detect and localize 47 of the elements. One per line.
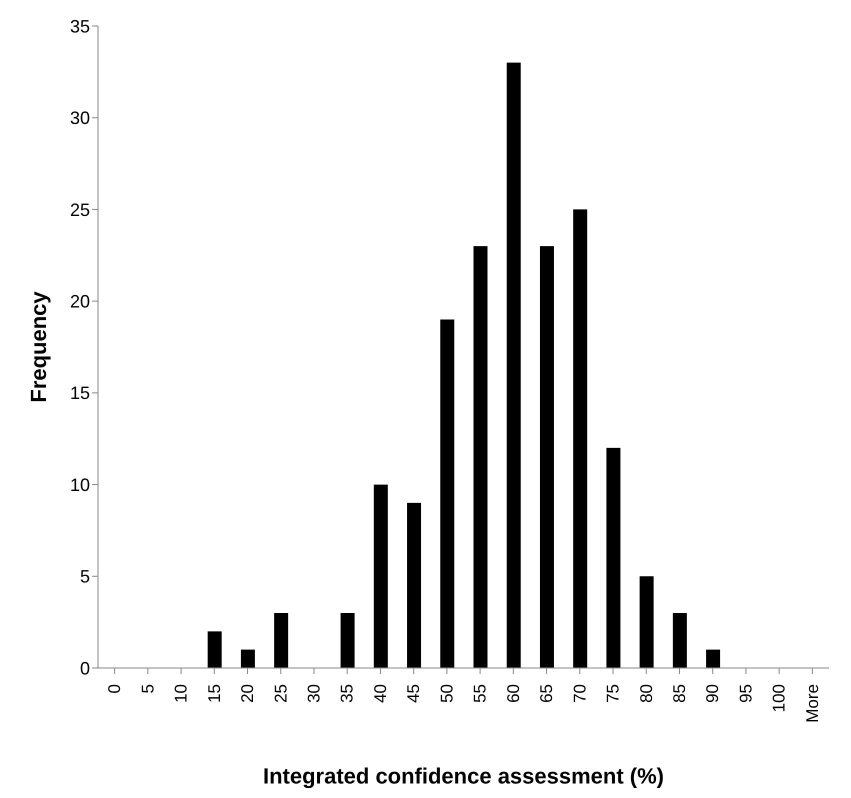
bar xyxy=(274,612,288,668)
y-tick-label: 15 xyxy=(70,383,90,404)
x-tick-label: 25 xyxy=(271,684,290,703)
x-tick-label: 35 xyxy=(338,684,357,703)
x-axis-title: Integrated confidence assessment (%) xyxy=(262,764,664,789)
x-tick-label: 30 xyxy=(304,684,324,703)
x-tick-label: 95 xyxy=(736,684,756,703)
bar xyxy=(474,246,488,668)
y-tick-label: 30 xyxy=(70,108,90,128)
y-axis-title: Frequency xyxy=(26,290,51,403)
bar xyxy=(540,246,554,668)
x-tick-label: More xyxy=(802,684,822,723)
y-tick-label: 0 xyxy=(80,658,90,678)
x-tick-label: 5 xyxy=(138,684,158,694)
bar xyxy=(208,631,222,668)
y-tick-label: 5 xyxy=(80,566,90,587)
y-tick-label: 20 xyxy=(70,292,90,312)
x-tick-label: 10 xyxy=(172,684,191,703)
bar xyxy=(573,209,588,668)
bar xyxy=(672,612,687,668)
x-tick-label: 60 xyxy=(504,684,523,703)
y-tick-label: 10 xyxy=(70,474,90,495)
x-tick-label: 80 xyxy=(636,684,656,703)
x-tick-label: 65 xyxy=(537,684,556,703)
x-tick-label: 20 xyxy=(238,684,258,703)
bar xyxy=(407,502,422,668)
x-tick-label: 40 xyxy=(370,684,390,703)
x-tick-label: 100 xyxy=(770,684,789,712)
x-tick-label: 85 xyxy=(670,684,689,703)
x-tick-label: 0 xyxy=(105,684,124,694)
bar xyxy=(374,484,388,668)
x-tick-label: 70 xyxy=(570,684,590,703)
y-tick-label: 25 xyxy=(70,200,90,220)
x-tick-label: 50 xyxy=(437,684,456,703)
x-tick-label: 90 xyxy=(703,684,722,703)
y-tick-label: 35 xyxy=(70,16,90,36)
bar xyxy=(706,650,720,668)
bar xyxy=(340,612,355,668)
bar xyxy=(606,448,620,668)
x-tick-label: 55 xyxy=(470,684,490,703)
bar xyxy=(506,62,521,668)
bar xyxy=(440,319,454,668)
x-tick-label: 45 xyxy=(404,684,424,703)
bar xyxy=(640,576,654,668)
x-tick-label: 75 xyxy=(604,684,623,703)
x-tick-label: 15 xyxy=(204,684,224,703)
bar xyxy=(240,650,255,668)
